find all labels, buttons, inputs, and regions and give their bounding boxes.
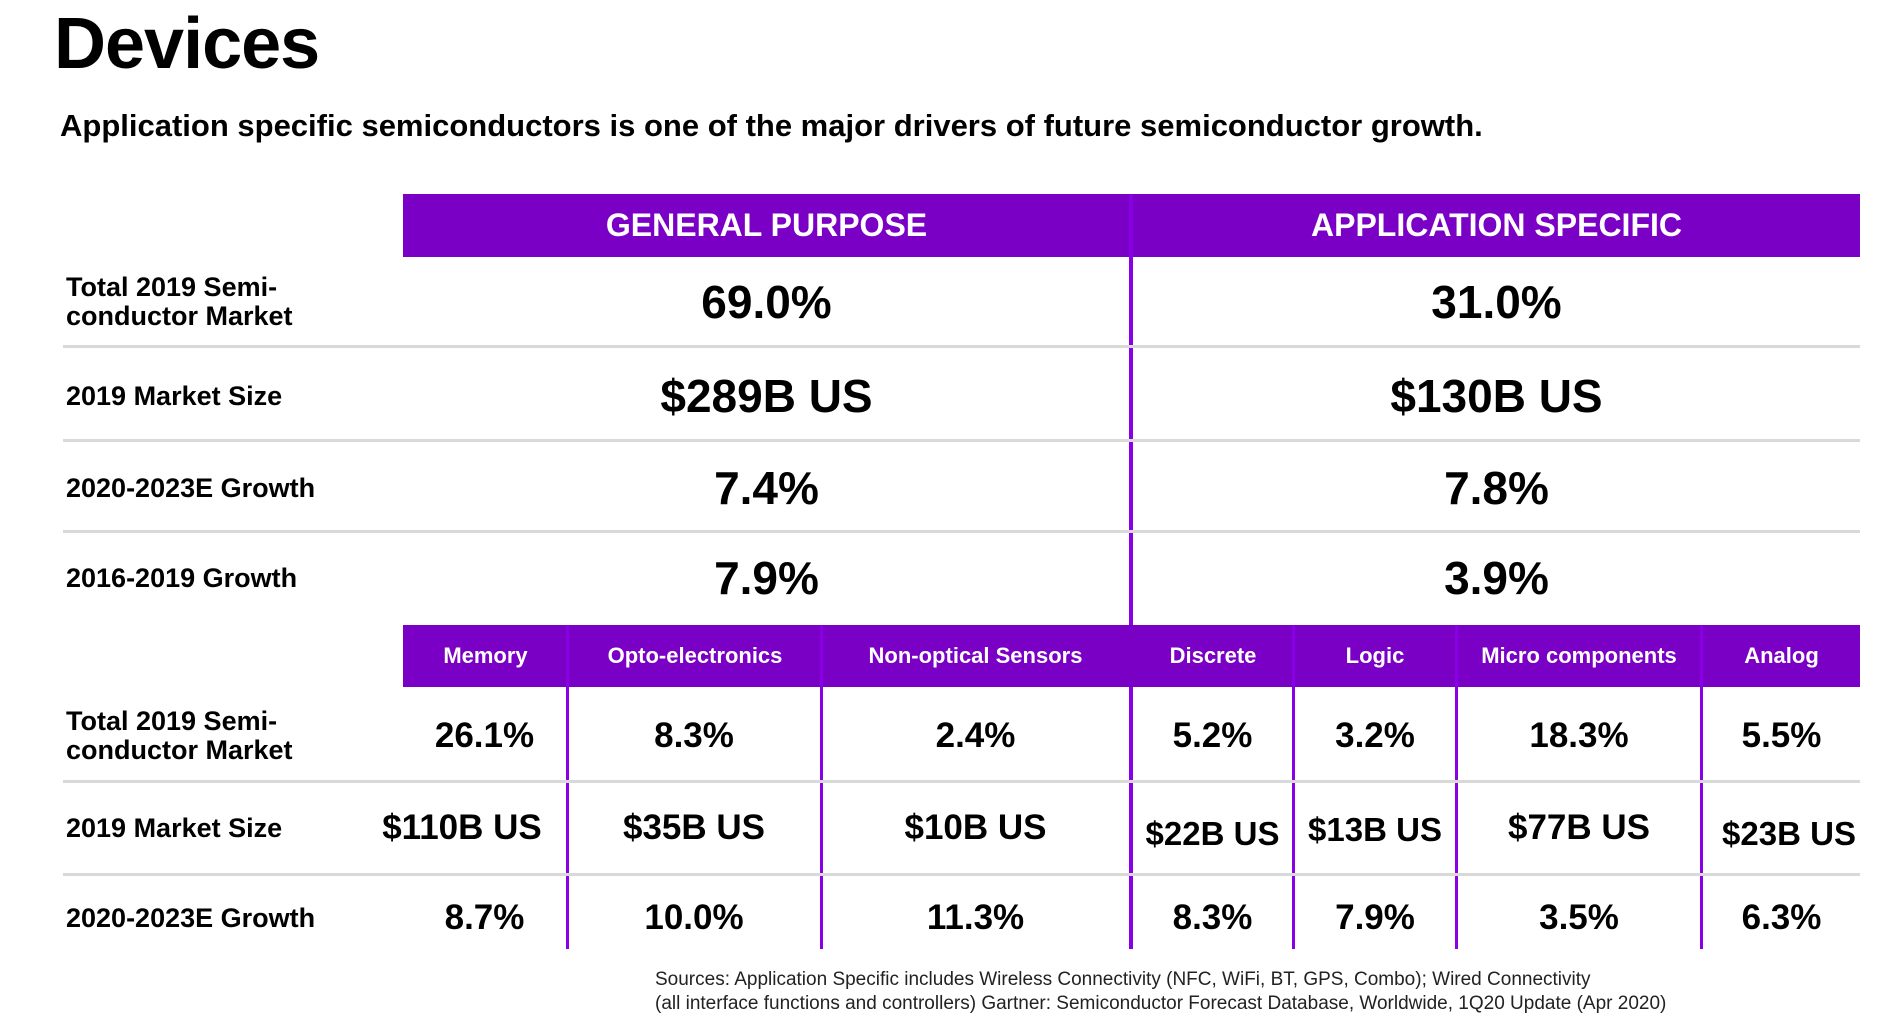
page-subtitle: Application specific semiconductors is o…: [60, 108, 1483, 143]
top-value-general-market-size: $289B US: [660, 370, 873, 422]
segment-value-memory-share: 26.1%: [434, 716, 535, 755]
segment-header-memory: Memory: [443, 643, 528, 668]
header-application-specific: APPLICATION SPECIFIC: [1311, 207, 1682, 243]
segment-value-opto-growth: 10.0%: [644, 898, 744, 937]
segment-divider: [1455, 625, 1458, 949]
header-general-purpose: GENERAL PURPOSE: [605, 207, 928, 243]
page-title: Devices: [54, 4, 320, 84]
segment-value-analog-share: 5.5%: [1741, 716, 1822, 755]
segment-header-logic: Logic: [1345, 643, 1405, 668]
top-value-general-growth-2020-2023: 7.4%: [714, 462, 819, 514]
segment-value-analog-growth: 6.3%: [1741, 898, 1822, 937]
segment-value-logic-size: $13B US: [1308, 811, 1442, 848]
segment-value-opto-share: 8.3%: [654, 716, 734, 755]
row-rule: [63, 530, 1860, 533]
bottom-row-label-market-share: Total 2019 Semi- conductor Market: [66, 706, 293, 765]
segment-divider: [1292, 625, 1295, 949]
sources-line-2: (all interface functions and controllers…: [655, 993, 1667, 1014]
segment-header-band: [403, 625, 1860, 687]
segment-value-micro-share: 18.3%: [1529, 716, 1629, 755]
segment-value-analog-size: $23B US: [1722, 815, 1856, 852]
segment-value-discrete-size: $22B US: [1145, 815, 1280, 852]
segment-value-sensors-share: 2.4%: [935, 716, 1016, 755]
segment-divider: [1700, 625, 1703, 949]
top-row-label-market-share: Total 2019 Semi- conductor Market: [66, 272, 293, 331]
top-value-general-growth-2016-2019: 7.9%: [714, 552, 819, 604]
row-rule: [63, 345, 1860, 348]
segment-value-micro-size: $77B US: [1507, 808, 1651, 847]
top-value-application-growth-2020-2023: 7.8%: [1444, 462, 1549, 514]
segment-header-opto-electronics: Opto-electronics: [607, 643, 783, 668]
segment-header-micro-components: Micro components: [1481, 643, 1677, 668]
segment-value-sensors-size: $10B US: [904, 808, 1047, 847]
segment-value-logic-growth: 7.9%: [1335, 898, 1415, 937]
segment-header-analog: Analog: [1744, 643, 1819, 668]
bottom-row-label-market-size: 2019 Market Size: [66, 812, 283, 843]
segment-header-discrete: Discrete: [1169, 643, 1257, 668]
segment-value-opto-size: $35B US: [622, 808, 766, 847]
top-row-label-market-size: 2019 Market Size: [66, 380, 283, 411]
row-rule: [63, 439, 1860, 442]
top-row-label-growth-2016-2019: 2016-2019 Growth: [66, 562, 298, 593]
main-column-divider: [1129, 194, 1133, 949]
segment-value-memory-size: $110B US: [382, 808, 542, 847]
segment-value-logic-share: 3.2%: [1335, 716, 1415, 755]
top-value-general-market-share: 69.0%: [701, 276, 832, 328]
segment-value-discrete-growth: 8.3%: [1172, 898, 1253, 937]
segment-value-discrete-share: 5.2%: [1172, 716, 1253, 755]
segment-value-sensors-growth: 11.3%: [926, 898, 1025, 937]
sources-line-1: Sources: Application Specific includes W…: [655, 969, 1591, 990]
segment-header-non-optical-sensors: Non-optical Sensors: [868, 643, 1083, 668]
bottom-row-label-growth: 2020-2023E Growth: [66, 902, 316, 933]
segment-value-memory-growth: 8.7%: [444, 898, 525, 937]
row-rule: [63, 873, 1860, 876]
row-rule: [63, 780, 1860, 783]
top-value-application-market-share: 31.0%: [1431, 276, 1562, 328]
segment-divider: [566, 625, 569, 949]
top-value-application-growth-2016-2019: 3.9%: [1444, 552, 1549, 604]
segment-value-micro-growth: 3.5%: [1539, 898, 1619, 937]
top-value-application-market-size: $130B US: [1390, 370, 1603, 422]
segment-divider: [820, 625, 823, 949]
top-row-label-growth-2020-2023: 2020-2023E Growth: [66, 472, 316, 503]
sources-footnote: Sources: Application Specific includes W…: [655, 968, 1666, 1016]
